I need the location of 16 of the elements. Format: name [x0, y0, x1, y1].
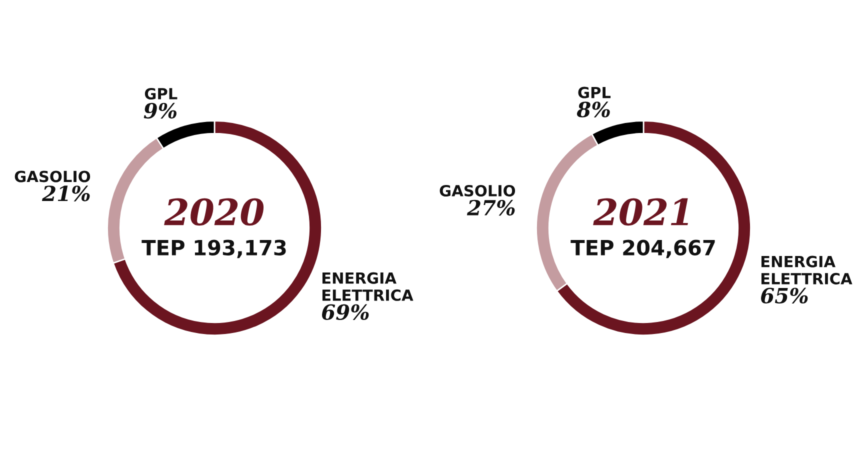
slice-label: ENERGIA ELETTRICA: [322, 272, 414, 301]
data-label: 27%: [466, 200, 515, 216]
slice-label: GASOLIO: [14, 170, 90, 182]
slice-label: GASOLIO: [440, 184, 516, 196]
text: TEP 193,173: [142, 240, 286, 258]
slice-label: ENERGIA ELETTRICA: [761, 256, 852, 284]
slice-label: GPL: [144, 88, 178, 100]
data-label: 21%: [42, 186, 90, 202]
data-label: 8%: [576, 102, 610, 118]
text: 2021: [593, 198, 688, 226]
data-label: 65%: [761, 288, 808, 304]
data-label: 69%: [322, 304, 369, 320]
data-label: 9%: [144, 102, 177, 119]
slice-label: GPL: [578, 86, 611, 98]
text: 2020: [164, 198, 264, 226]
text: TEP 204,667: [570, 240, 715, 258]
